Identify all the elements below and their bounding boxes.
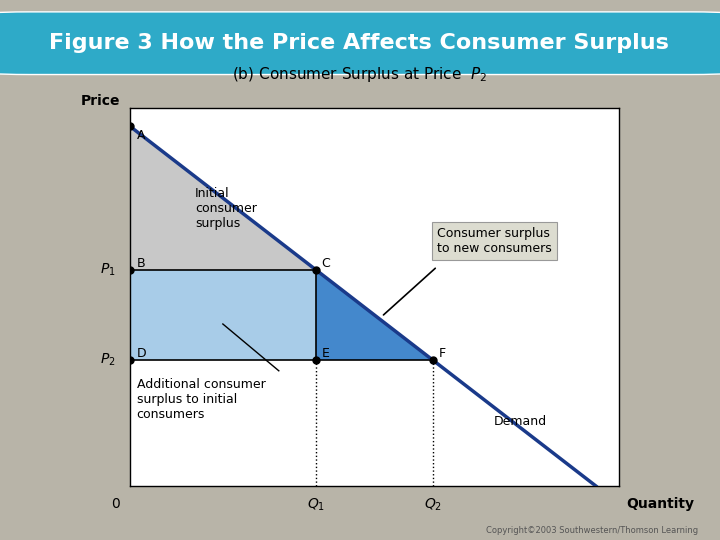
FancyBboxPatch shape (0, 12, 720, 75)
Text: Demand: Demand (493, 415, 546, 428)
Text: Quantity: Quantity (626, 497, 694, 511)
Text: Consumer surplus
to new consumers: Consumer surplus to new consumers (437, 227, 552, 255)
Text: $Q_1$: $Q_1$ (307, 497, 325, 513)
Text: $Q_2$: $Q_2$ (423, 497, 442, 513)
Text: (b) Consumer Surplus at Price  $P_2$: (b) Consumer Surplus at Price $P_2$ (233, 65, 487, 84)
Polygon shape (130, 126, 316, 270)
Polygon shape (130, 270, 316, 360)
Text: 0: 0 (111, 497, 120, 511)
Polygon shape (316, 270, 433, 360)
Text: A: A (137, 129, 145, 141)
Text: Initial
consumer
surplus: Initial consumer surplus (195, 187, 257, 230)
Text: C: C (322, 257, 330, 270)
Text: Figure 3 How the Price Affects Consumer Surplus: Figure 3 How the Price Affects Consumer … (49, 33, 669, 53)
Text: Additional consumer
surplus to initial
consumers: Additional consumer surplus to initial c… (137, 378, 266, 421)
Text: D: D (137, 347, 146, 360)
Text: Price: Price (81, 94, 120, 108)
Text: $P_1$: $P_1$ (99, 262, 115, 278)
Text: Copyright©2003 Southwestern/Thomson Learning: Copyright©2003 Southwestern/Thomson Lear… (486, 525, 698, 535)
Text: F: F (438, 347, 446, 360)
Text: $P_2$: $P_2$ (99, 352, 115, 368)
Text: B: B (137, 257, 145, 270)
Text: E: E (322, 347, 330, 360)
